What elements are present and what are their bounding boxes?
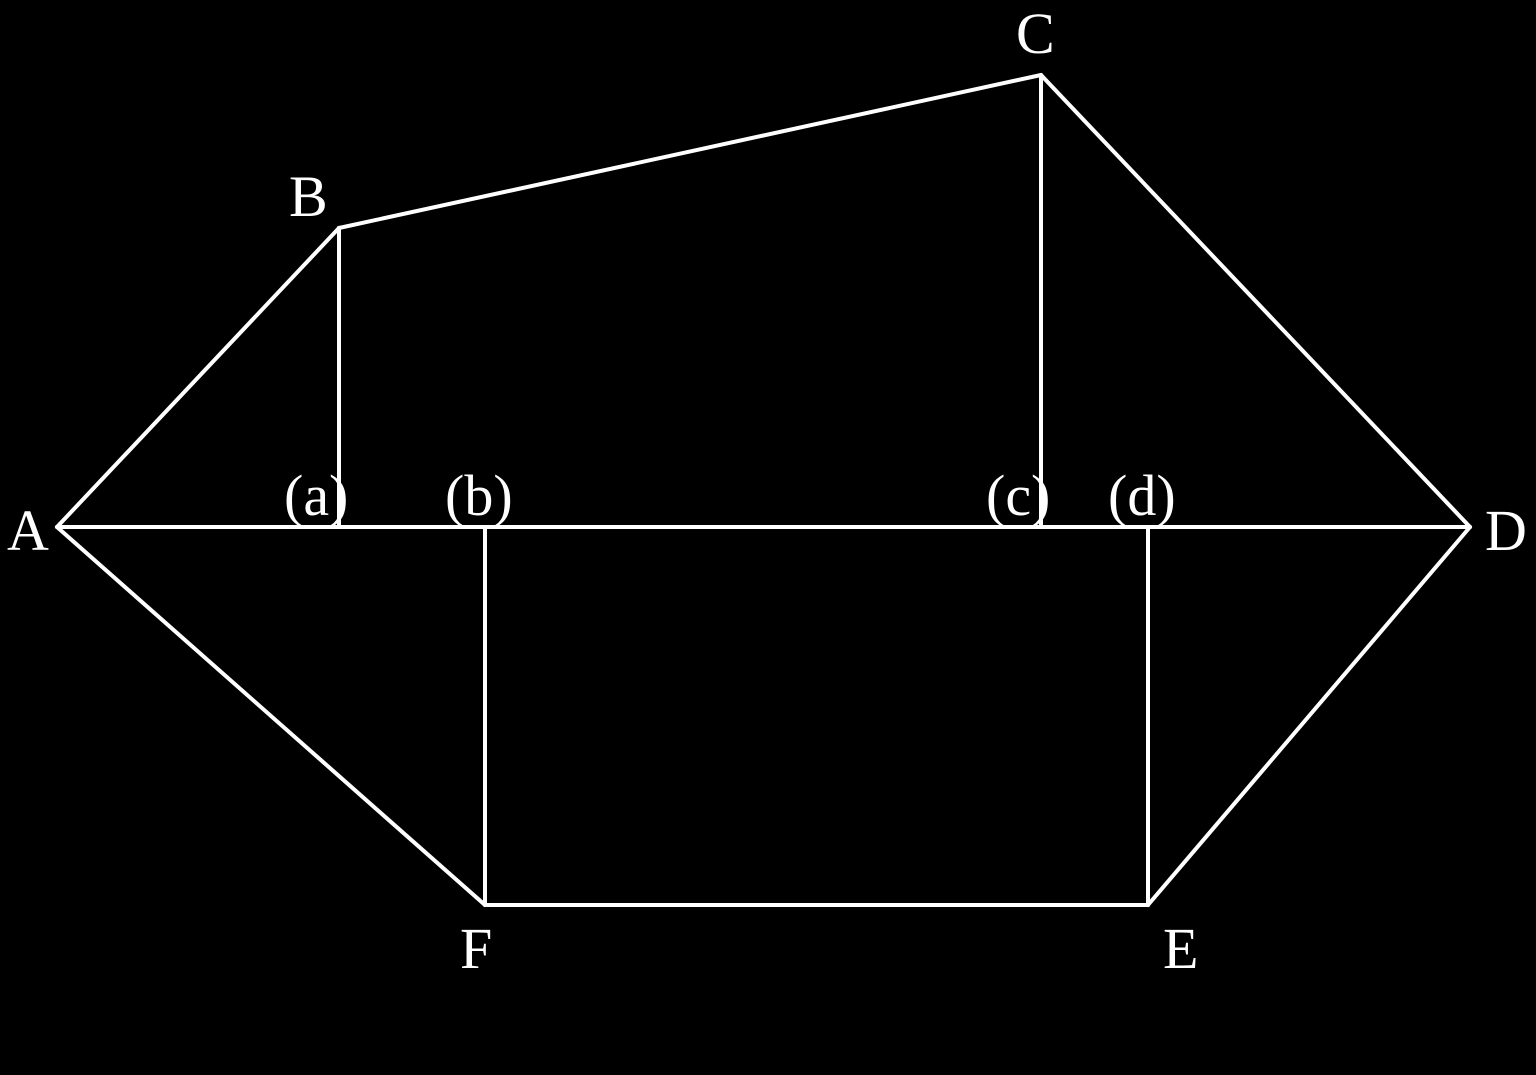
vertex-label-B: B — [289, 163, 328, 230]
vertex-label-D: D — [1485, 497, 1527, 564]
vertex-label-c: (c) — [986, 462, 1050, 529]
vertex-label-A: A — [7, 497, 49, 564]
vertex-label-F: F — [460, 915, 492, 982]
vertex-label-b: (b) — [445, 462, 513, 529]
vertex-label-a: (a) — [284, 462, 348, 529]
geometry-diagram — [0, 0, 1536, 1075]
vertex-label-d: (d) — [1108, 462, 1176, 529]
vertex-label-C: C — [1016, 0, 1055, 67]
vertex-label-E: E — [1163, 915, 1198, 982]
